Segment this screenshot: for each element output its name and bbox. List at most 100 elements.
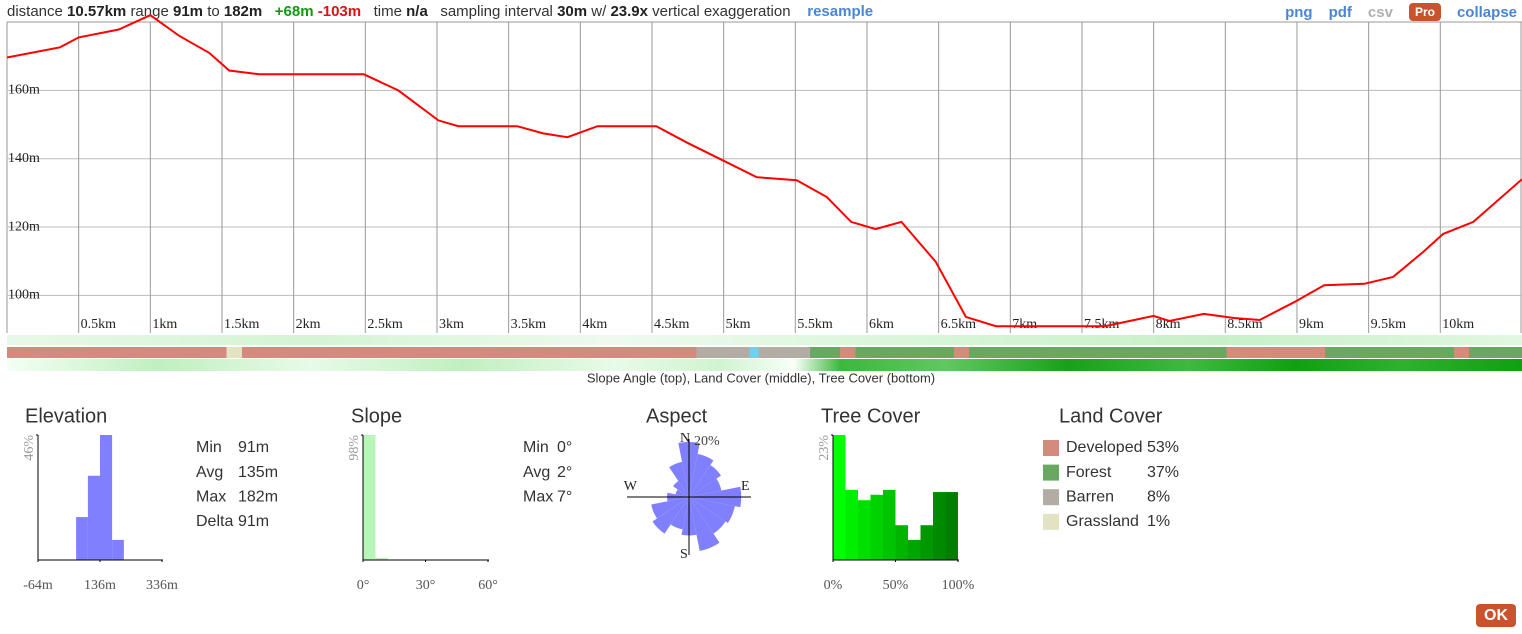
x-tick-label: 1km	[152, 317, 177, 332]
legend-name: Barren	[1066, 488, 1114, 505]
legend-percent: 8%	[1147, 488, 1170, 505]
label: sampling interval	[440, 3, 553, 20]
stat-value: 7°	[557, 488, 572, 505]
legend-swatch	[1043, 440, 1059, 456]
legend-name: Forest	[1066, 464, 1112, 481]
x-tick-label: 7km	[1012, 317, 1037, 332]
stat-label: Min	[196, 439, 222, 456]
histogram-bar	[858, 500, 871, 560]
chart-title: Slope	[351, 405, 402, 427]
chart-title: Aspect	[646, 405, 708, 427]
land-cover-strip	[7, 347, 1522, 358]
y-tick-label: 46%	[22, 435, 37, 461]
aspect-petal	[689, 497, 726, 534]
stat-label: Min	[523, 439, 549, 456]
histogram-bar	[895, 525, 908, 560]
csv-link[interactable]: csv	[1367, 3, 1393, 21]
x-tick-label: 0°	[357, 578, 370, 593]
histogram-bar	[933, 492, 946, 560]
exaggeration: 23.9x	[610, 3, 648, 20]
label: time	[373, 3, 402, 20]
histogram-bar	[363, 435, 376, 560]
aspect-petal	[689, 453, 714, 497]
x-tick-label: 10km	[1442, 317, 1474, 332]
x-tick-label: 6.5km	[941, 317, 977, 332]
y-tick-label: 160m	[8, 83, 40, 98]
range-min: 91m	[172, 3, 204, 20]
aspect-petal	[689, 464, 722, 497]
y-tick-label: 98%	[347, 435, 362, 461]
header: distance 10.57km range 91m to 182m +68m …	[7, 3, 873, 20]
collapse-link[interactable]: collapse	[1456, 3, 1517, 21]
stat-value: 135m	[238, 464, 278, 481]
legend-name: Developed	[1066, 439, 1143, 456]
pro-badge[interactable]: Pro	[1408, 3, 1441, 21]
pdf-link[interactable]: pdf	[1328, 3, 1352, 21]
ok-button[interactable]: OK	[1476, 604, 1516, 627]
x-tick-label: 0%	[824, 578, 843, 593]
x-tick-label: 5km	[726, 317, 751, 332]
x-tick-label: 7.5km	[1084, 317, 1120, 332]
x-tick-label: 60°	[478, 578, 498, 593]
y-tick-label: 140m	[8, 151, 40, 166]
legend-name: Grassland	[1066, 513, 1139, 530]
histogram-bar	[920, 525, 933, 560]
time: n/a	[406, 3, 428, 20]
x-tick-label: 2km	[296, 317, 321, 332]
x-tick-label: 2.5km	[367, 317, 403, 332]
links: png pdf csv Pro collapse	[1285, 3, 1517, 21]
histogram-bar	[945, 492, 958, 560]
legend-swatch	[1043, 464, 1059, 481]
x-tick-label: 336m	[146, 578, 178, 593]
stat-value: 0°	[557, 439, 572, 456]
direction-label: N	[680, 431, 690, 446]
x-tick-label: 5.5km	[797, 317, 833, 332]
stat-label: Max	[523, 488, 553, 505]
aspect-petal	[689, 478, 722, 497]
aspect-petal	[689, 497, 735, 523]
histogram-bar	[870, 494, 883, 560]
histogram-bar	[112, 539, 124, 560]
legend-percent: 53%	[1147, 439, 1179, 456]
stat-label: Delta	[196, 513, 233, 530]
y-tick-label: 100m	[8, 288, 40, 303]
label: to	[207, 3, 220, 20]
gain: +68m	[274, 3, 314, 20]
label: range	[130, 3, 169, 20]
x-tick-label: 9.5km	[1371, 317, 1407, 332]
x-tick-label: 3.5km	[511, 317, 547, 332]
direction-label: E	[741, 479, 750, 494]
stat-value: 182m	[238, 488, 278, 505]
x-tick-label: 4.5km	[654, 317, 690, 332]
resample-link[interactable]: resample	[807, 3, 874, 20]
stat-label: Max	[196, 488, 226, 505]
elevation-line	[6, 14, 1522, 328]
stat-value: 91m	[238, 513, 269, 530]
legend-swatch	[1043, 513, 1059, 530]
x-tick-label: 100%	[942, 578, 975, 593]
range-max: 182m	[223, 3, 263, 20]
stat-value: 91m	[238, 439, 269, 456]
legend-percent: 1%	[1147, 513, 1170, 530]
chart-title: Tree Cover	[821, 405, 921, 427]
aspect-petal	[675, 489, 689, 497]
histogram-bar	[87, 475, 100, 560]
histogram-bar	[76, 517, 88, 560]
histogram-bar	[833, 435, 846, 560]
label: distance	[7, 3, 63, 20]
loss: -103m	[317, 3, 362, 20]
aspect-petal	[651, 497, 689, 519]
stat-label: Avg	[523, 464, 550, 481]
aspect-petal	[672, 480, 689, 497]
histogram-bar	[883, 489, 896, 560]
legend-percent: 37%	[1147, 464, 1179, 481]
x-tick-label: 30°	[416, 578, 436, 593]
x-tick-label: -64m	[23, 578, 53, 593]
chart-title: Elevation	[25, 405, 107, 427]
direction-label: W	[624, 479, 638, 494]
png-link[interactable]: png	[1285, 3, 1313, 21]
histogram-bar	[908, 539, 921, 560]
x-tick-label: 1.5km	[224, 317, 260, 332]
